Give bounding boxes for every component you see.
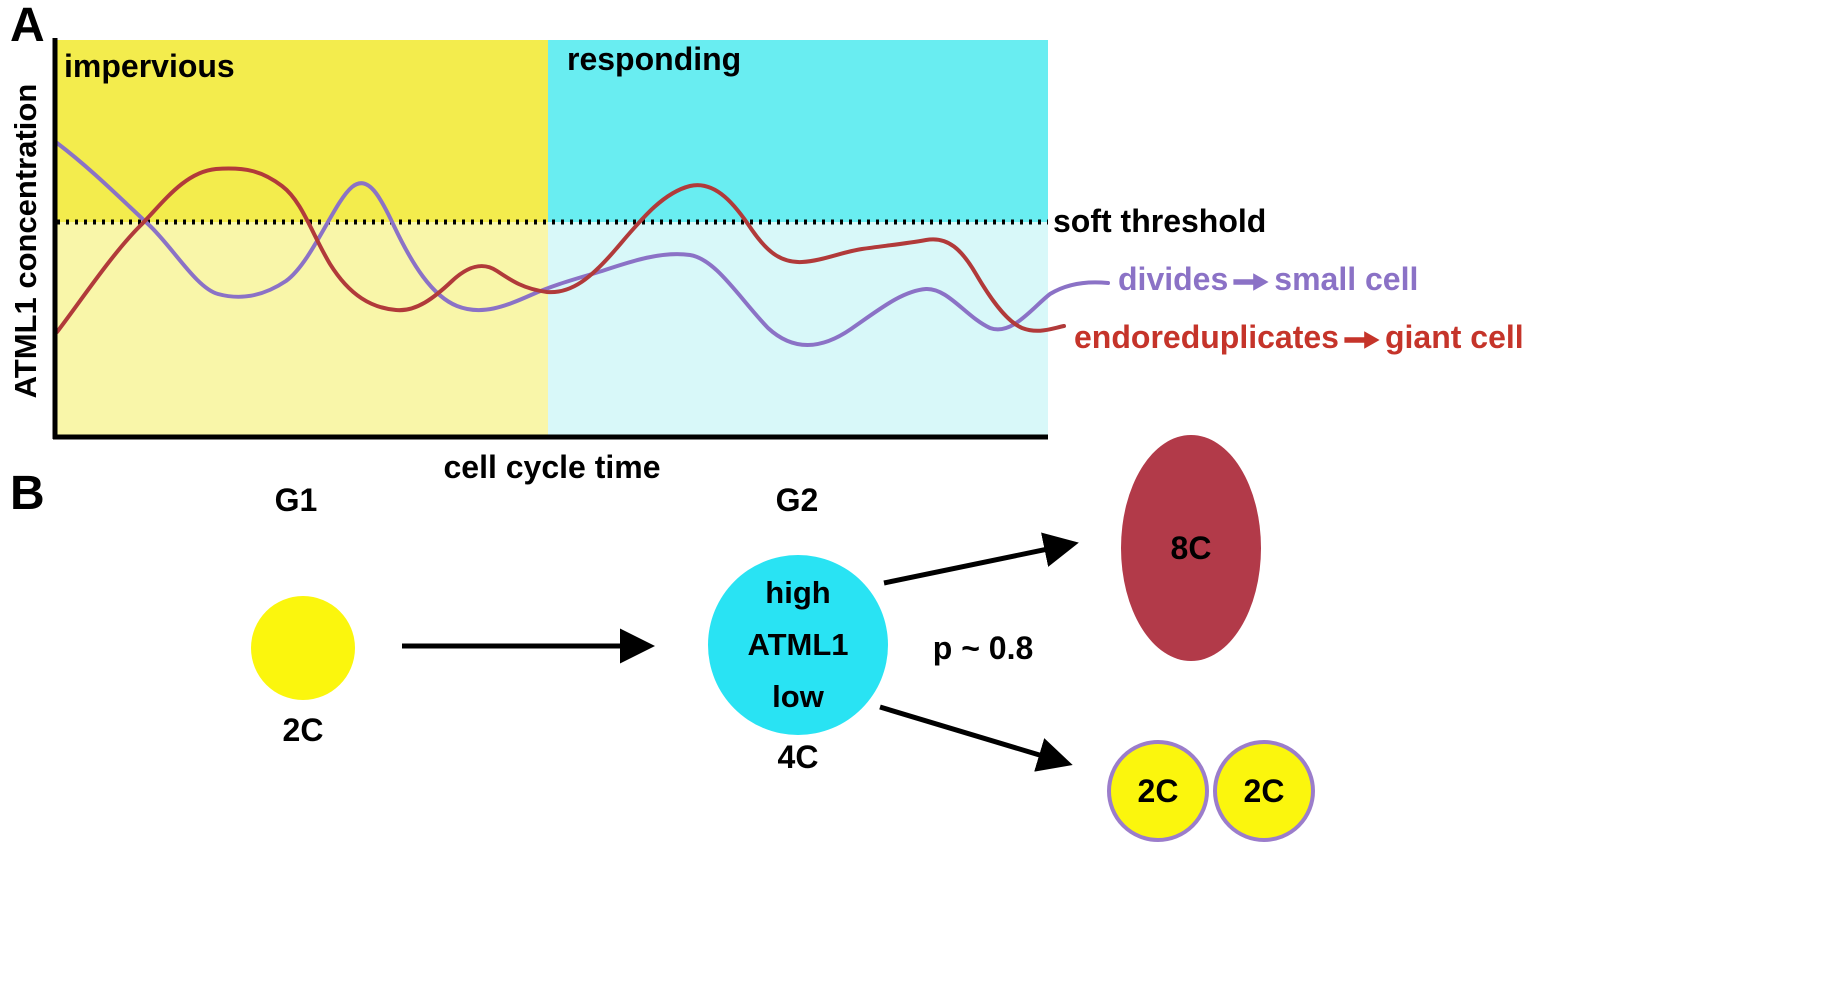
- panel-a-label: A: [10, 0, 45, 52]
- impervious-region-lower: [57, 222, 548, 437]
- daughter-cell-1: [1107, 740, 1209, 842]
- small-cell-text: small cell: [1274, 261, 1419, 297]
- daughter2-ploidy-label: 2C: [1243, 773, 1285, 809]
- decision-line-atml1: ATML1: [747, 627, 849, 662]
- probability-label: p ~ 0.8: [932, 630, 1034, 666]
- decision-cell-text: high ATML1 low: [747, 567, 848, 723]
- right-arrow-icon: [1344, 331, 1380, 349]
- responding-label: responding: [567, 41, 742, 77]
- division-arrow: [879, 704, 1073, 772]
- panel-b-label: B: [10, 467, 45, 520]
- mother-ploidy-label: 2C: [282, 712, 324, 748]
- endo-ploidy-label: 8C: [1170, 530, 1212, 566]
- y-axis-label: ATML1 concentration: [8, 83, 43, 399]
- endoreduplicates-text: endoreduplicates: [1074, 319, 1339, 355]
- decision-line-high: high: [765, 575, 831, 610]
- endoreduplicates-legend: endoreduplicates giant cell: [1074, 319, 1524, 356]
- decision-cell: [708, 555, 888, 735]
- endoreduplicates-curve: [55, 166, 1066, 334]
- endoreduplication-arrow: [883, 532, 1079, 586]
- divides-legend: divides small cell: [1118, 261, 1418, 298]
- divides-curve: [55, 141, 1110, 347]
- decision-line-low: low: [772, 679, 824, 714]
- soft-threshold-label: soft threshold: [1053, 203, 1267, 239]
- endoreduplicated-cell: [1121, 435, 1261, 661]
- right-arrow-icon: [1233, 273, 1269, 291]
- giant-cell-text: giant cell: [1384, 319, 1524, 355]
- g2-phase-label: G2: [775, 482, 819, 518]
- divides-text: divides: [1118, 261, 1229, 297]
- g1-phase-label: G1: [274, 482, 318, 518]
- impervious-label: impervious: [64, 48, 235, 84]
- daughter-cell-2: [1213, 740, 1315, 842]
- daughter1-ploidy-label: 2C: [1137, 773, 1179, 809]
- decision-ploidy-label: 4C: [777, 739, 819, 775]
- g1-cell: [251, 596, 355, 700]
- responding-region-lower: [548, 222, 1048, 437]
- impervious-region-upper: [57, 40, 548, 222]
- responding-region-upper: [548, 40, 1048, 222]
- x-axis-label: cell cycle time: [443, 449, 661, 485]
